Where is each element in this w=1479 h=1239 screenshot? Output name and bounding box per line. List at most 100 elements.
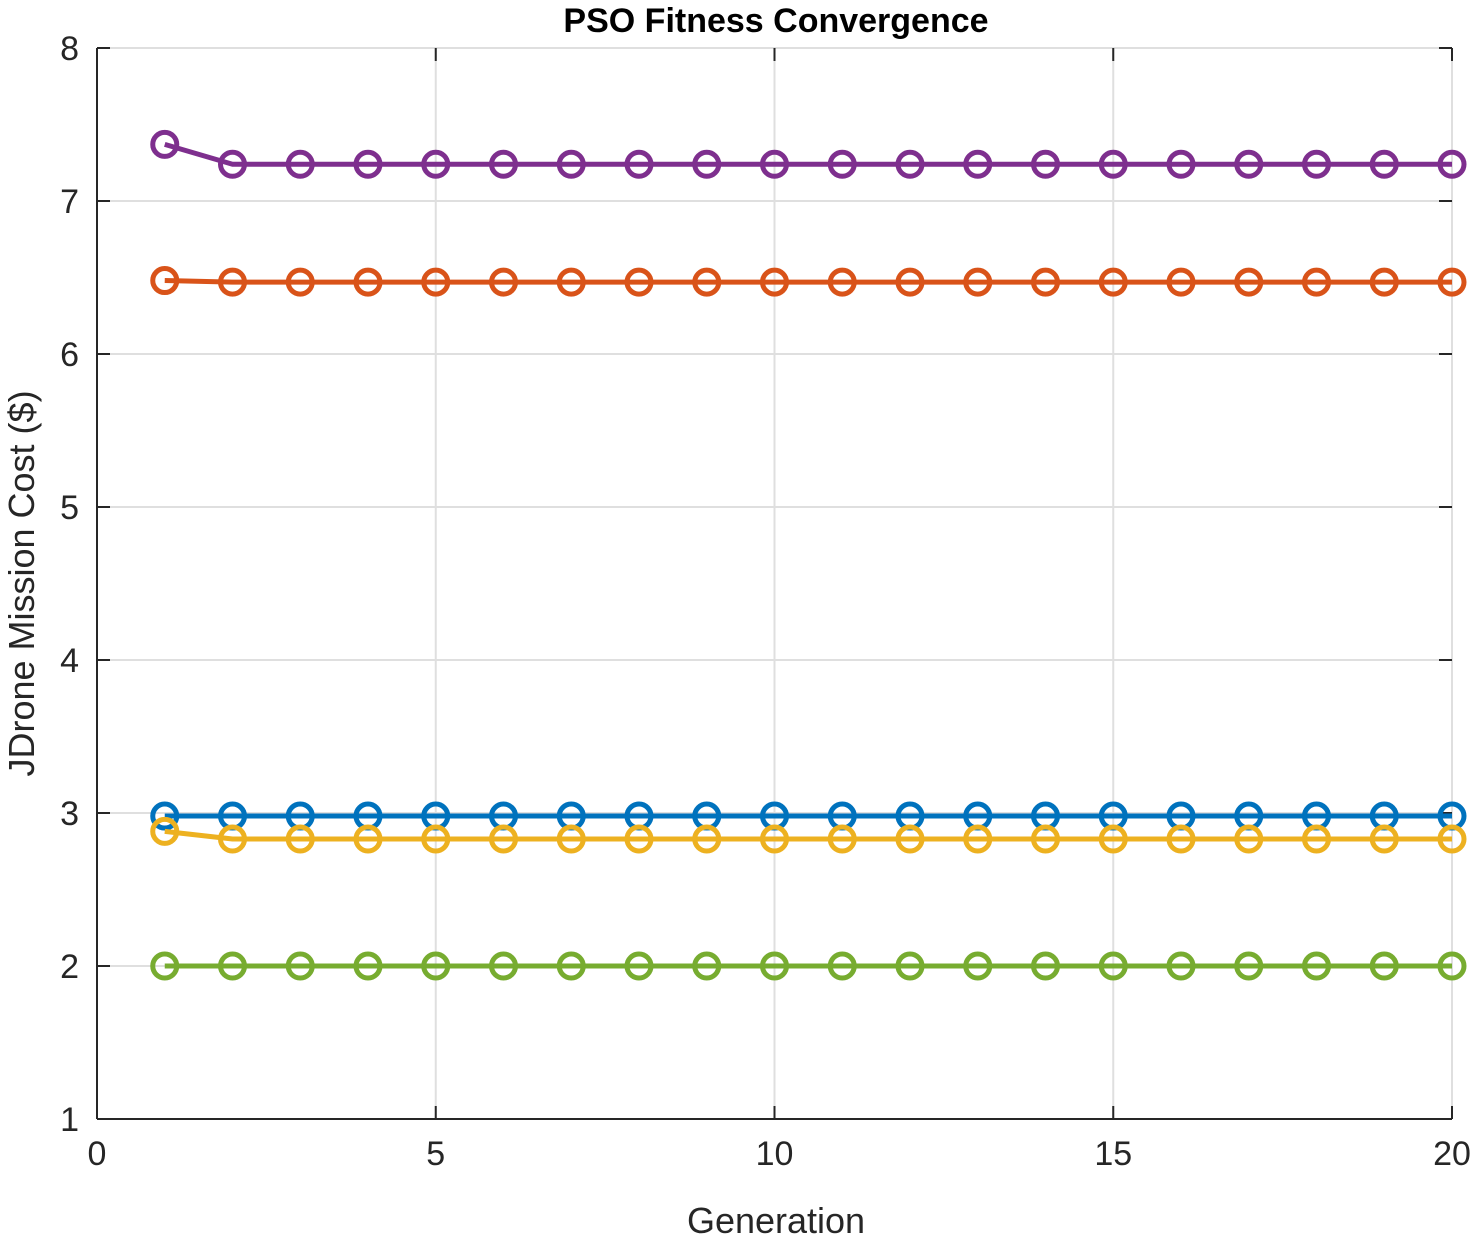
data-point bbox=[150, 816, 180, 846]
data-point bbox=[218, 824, 247, 854]
chart-title: PSO Fitness Convergence bbox=[563, 2, 988, 40]
data-point bbox=[421, 267, 451, 297]
data-point bbox=[150, 951, 180, 981]
data-point bbox=[1369, 951, 1399, 981]
data-point bbox=[895, 824, 925, 854]
data-point bbox=[963, 149, 993, 179]
data-point bbox=[218, 951, 247, 981]
data-point bbox=[827, 951, 857, 981]
data-point bbox=[760, 149, 789, 179]
y-tick-label: 6 bbox=[60, 336, 79, 374]
data-point bbox=[1234, 824, 1264, 854]
data-point bbox=[353, 824, 383, 854]
data-point bbox=[1098, 951, 1128, 981]
data-point bbox=[827, 267, 857, 297]
data-point bbox=[1166, 951, 1196, 981]
data-point bbox=[556, 267, 586, 297]
y-tick-label: 2 bbox=[60, 948, 79, 986]
data-point bbox=[489, 824, 518, 854]
data-point bbox=[760, 951, 789, 981]
data-point bbox=[827, 149, 857, 179]
data-point bbox=[1234, 951, 1264, 981]
y-axis-label: JDrone Mission Cost ($) bbox=[1, 390, 42, 776]
data-point bbox=[692, 951, 722, 981]
data-point bbox=[353, 149, 383, 179]
data-point bbox=[1302, 824, 1331, 854]
data-point bbox=[624, 824, 654, 854]
data-point bbox=[1369, 824, 1399, 854]
data-point bbox=[150, 129, 180, 159]
data-point bbox=[1437, 267, 1467, 297]
data-point bbox=[1166, 824, 1196, 854]
x-tick-label: 0 bbox=[88, 1135, 107, 1173]
data-point bbox=[1098, 267, 1128, 297]
data-point bbox=[1098, 824, 1128, 854]
data-point bbox=[963, 267, 993, 297]
data-point bbox=[624, 951, 654, 981]
data-point bbox=[895, 951, 925, 981]
data-point bbox=[1369, 149, 1399, 179]
data-point bbox=[353, 267, 383, 297]
data-point bbox=[963, 824, 993, 854]
data-point bbox=[624, 149, 654, 179]
data-point bbox=[1031, 824, 1060, 854]
y-tick-label: 4 bbox=[60, 642, 79, 680]
data-point bbox=[1166, 149, 1196, 179]
x-axis-label: Generation bbox=[687, 1200, 865, 1239]
data-point bbox=[1098, 149, 1128, 179]
data-point bbox=[963, 951, 993, 981]
series-4 bbox=[150, 129, 1467, 179]
data-point bbox=[1166, 267, 1196, 297]
data-point bbox=[150, 266, 180, 296]
x-tick-label: 20 bbox=[1433, 1135, 1471, 1173]
data-point bbox=[1031, 267, 1060, 297]
data-point bbox=[895, 267, 925, 297]
x-tick-label: 15 bbox=[1094, 1135, 1132, 1173]
data-point bbox=[489, 149, 518, 179]
y-tick-label: 1 bbox=[60, 1101, 79, 1139]
data-point bbox=[1031, 951, 1060, 981]
data-point bbox=[150, 801, 180, 831]
y-tick-label: 8 bbox=[60, 30, 79, 68]
data-point bbox=[1234, 149, 1264, 179]
series-layer bbox=[150, 129, 1467, 981]
series-3 bbox=[150, 816, 1467, 854]
data-point bbox=[421, 149, 451, 179]
data-point bbox=[285, 951, 315, 981]
data-point bbox=[692, 824, 722, 854]
x-tick-label: 5 bbox=[426, 1135, 445, 1173]
data-point bbox=[895, 149, 925, 179]
data-point bbox=[556, 951, 586, 981]
data-point bbox=[556, 824, 586, 854]
data-point bbox=[218, 149, 247, 179]
data-point bbox=[353, 951, 383, 981]
data-point bbox=[489, 267, 518, 297]
data-point bbox=[692, 149, 722, 179]
data-point bbox=[285, 149, 315, 179]
data-point bbox=[1302, 149, 1331, 179]
series-5 bbox=[150, 951, 1467, 981]
data-point bbox=[1302, 951, 1331, 981]
series-2 bbox=[150, 266, 1467, 297]
data-point bbox=[218, 267, 247, 297]
y-tick-label: 7 bbox=[60, 183, 79, 221]
y-tick-label: 5 bbox=[60, 489, 79, 527]
data-point bbox=[285, 824, 315, 854]
data-point bbox=[421, 951, 451, 981]
data-point bbox=[692, 267, 722, 297]
data-point bbox=[1234, 267, 1264, 297]
data-point bbox=[1437, 824, 1467, 854]
data-point bbox=[1369, 267, 1399, 297]
data-point bbox=[1031, 149, 1060, 179]
data-point bbox=[624, 267, 654, 297]
y-tick-label: 3 bbox=[60, 795, 79, 833]
x-tick-label: 10 bbox=[756, 1135, 794, 1173]
data-point bbox=[285, 267, 315, 297]
data-point bbox=[556, 149, 586, 179]
data-point bbox=[760, 267, 789, 297]
data-point bbox=[1437, 149, 1467, 179]
data-point bbox=[1437, 951, 1467, 981]
data-point bbox=[1302, 267, 1331, 297]
data-point bbox=[760, 824, 789, 854]
